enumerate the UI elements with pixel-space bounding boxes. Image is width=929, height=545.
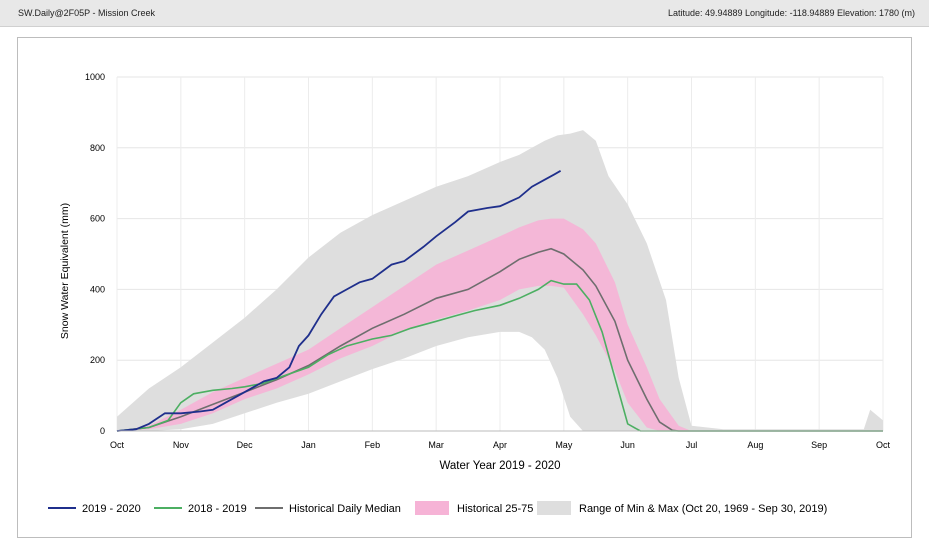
legend-label: 2018 - 2019 [188,503,247,515]
chart-bands [117,130,883,431]
y-tick-label: 1000 [85,72,105,82]
x-tick-label: Jan [301,440,316,450]
x-tick-label: Aug [747,440,763,450]
historical-25-75-band [117,218,883,431]
y-axis-label: Snow Water Equivalent (mm) [59,203,71,339]
x-tick-label: Nov [173,440,190,450]
title-bar: SW.Daily@2F05P - Mission Creek Latitude:… [0,0,929,27]
y-tick-label: 200 [90,355,105,365]
x-tick-label: Jun [620,440,635,450]
series-2018-2019-line [116,279,883,432]
legend-label: Range of Min & Max (Oct 20, 1969 - Sep 3… [579,503,827,515]
legend-item-2019-2020: 2019 - 2020 [48,503,141,515]
y-tick-label: 800 [90,143,105,153]
y-tick-label: 0 [100,426,105,436]
legend-swatch [537,501,571,515]
y-tick-label: 600 [90,214,105,224]
station-location: Latitude: 49.94889 Longitude: -118.94889… [667,8,915,18]
x-axis-label: Water Year 2019 - 2020 [439,460,560,472]
legend-item-median: Historical Daily Median [255,503,401,515]
chart-panel: 0 200 400 600 800 1000 Oct Nov Dec Jan Feb Mar Apr Ma… [17,37,912,538]
legend-label: Historical 25-75 [457,503,533,515]
chart-legend: 2019 - 2020 2018 - 2019 Historical Daily M… [48,501,827,515]
x-tick-label: Dec [237,440,254,450]
legend-item-25-75: Historical 25-75 [415,501,533,515]
legend-item-2018-2019: 2018 - 2019 [154,503,247,515]
x-tick-label: Feb [365,440,381,450]
x-tick-label: Sep [811,440,827,450]
y-tick-label: 400 [90,284,105,294]
swe-chart: 0 200 400 600 800 1000 Oct Nov Dec Jan Feb Mar Apr Ma… [48,72,891,515]
x-tick-label: Mar [428,440,444,450]
chart-axes: 0 200 400 600 800 1000 Oct Nov Dec Jan Feb Mar Apr Ma… [85,72,891,450]
series-2019-2020-line [116,170,562,432]
station-title: SW.Daily@2F05P - Mission Creek [18,8,156,18]
x-tick-label: Oct [876,440,891,450]
legend-item-range: Range of Min & Max (Oct 20, 1969 - Sep 3… [537,501,827,515]
legend-label: 2019 - 2020 [82,503,141,515]
legend-label: Historical Daily Median [289,503,401,515]
x-tick-label: Apr [493,440,507,450]
x-tick-label: Oct [110,440,125,450]
x-tick-label: Jul [686,440,698,450]
legend-swatch [415,501,449,515]
x-tick-label: May [555,440,573,450]
